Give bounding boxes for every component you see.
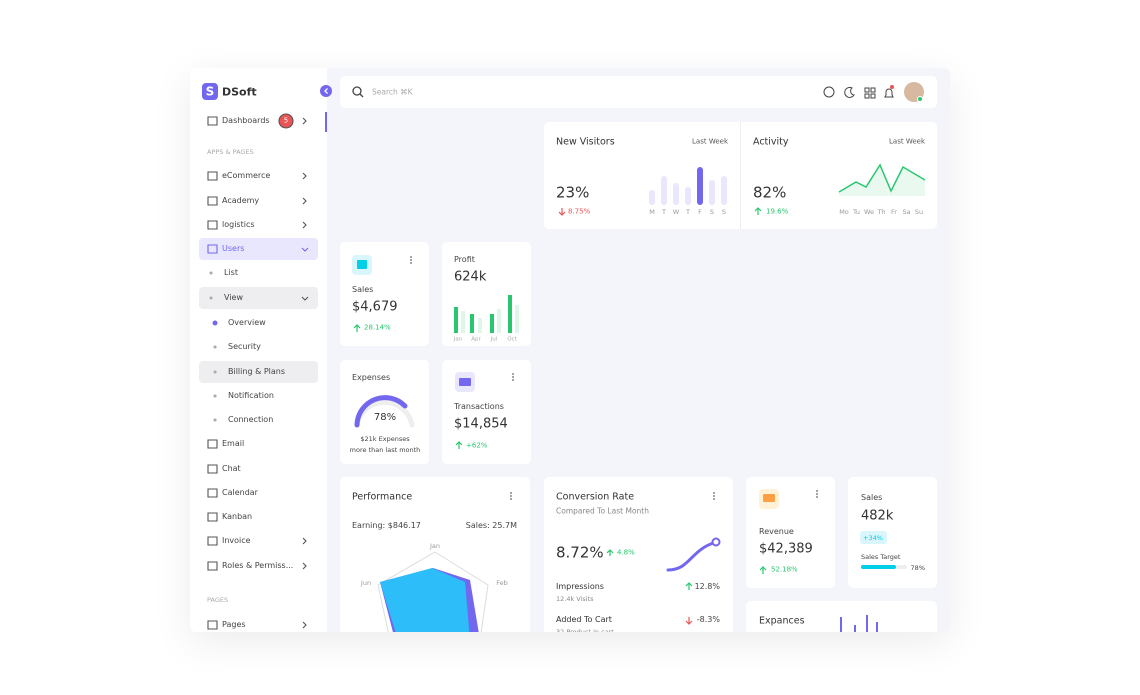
nav-item[interactable]: Kanban xyxy=(222,512,253,521)
label: 4.8% xyxy=(617,548,635,557)
nav-item[interactable]: List xyxy=(224,268,238,277)
nav-item[interactable]: Dashboards xyxy=(222,116,270,125)
label: -8.3% xyxy=(696,615,720,624)
decorations: S xyxy=(190,68,937,632)
nav-item[interactable]: Connection xyxy=(228,415,274,424)
svg-text:S: S xyxy=(206,85,215,99)
label: Impressions xyxy=(556,582,604,591)
label: W xyxy=(672,207,680,216)
label: M xyxy=(649,207,655,216)
app-window: S DSoft Dashboards 5 APPS & PAGES eCommerce A… xyxy=(190,68,950,632)
label: 78% xyxy=(373,412,397,423)
label: Sales xyxy=(352,285,374,294)
label: $42,389 xyxy=(759,541,813,557)
label: Jul xyxy=(490,336,498,343)
label: Transactions xyxy=(454,402,504,411)
label: 52.18% xyxy=(771,565,798,574)
label: Sa xyxy=(902,207,911,216)
label: more than last month xyxy=(349,445,421,454)
nav-item[interactable]: Chat xyxy=(222,464,241,473)
nav-item[interactable]: Overview xyxy=(228,318,266,327)
label: Oct xyxy=(507,336,517,343)
label: 78% xyxy=(910,563,925,572)
label: 19.6% xyxy=(766,207,789,216)
nav-item[interactable]: Calendar xyxy=(222,488,258,497)
label: Added To Cart xyxy=(556,615,612,624)
label: 12.4k Visits xyxy=(556,594,594,603)
label: Su xyxy=(914,207,924,216)
label: Last Week xyxy=(889,137,925,146)
nav-item[interactable]: logistics xyxy=(222,220,255,229)
nav-item[interactable]: View xyxy=(224,293,243,302)
label: Earning: $846.17 xyxy=(352,521,421,530)
search-input[interactable]: Search ⌘K xyxy=(372,87,413,97)
label: T xyxy=(686,207,690,216)
label: Sales Target xyxy=(861,552,901,561)
nav-item[interactable]: Billing & Plans xyxy=(228,367,286,376)
label: Jun xyxy=(360,578,372,587)
nav-item[interactable]: Security xyxy=(228,342,261,351)
label: +34% xyxy=(863,533,883,542)
label: Mo xyxy=(839,207,849,216)
label: Activity xyxy=(753,136,789,148)
nav-item[interactable]: Users xyxy=(222,244,245,253)
label: New Visitors xyxy=(556,136,615,148)
label: Revenue xyxy=(759,527,794,536)
brand: DSoft xyxy=(222,85,257,99)
label: Expances xyxy=(759,615,805,627)
label: +62% xyxy=(466,441,488,450)
nav-item[interactable]: Roles & Permiss... xyxy=(222,561,294,570)
label: Fr xyxy=(891,207,897,216)
label: 12.8% xyxy=(694,582,720,591)
label: 23% xyxy=(556,183,590,202)
label: 624k xyxy=(454,269,487,285)
label: 482k xyxy=(861,508,894,524)
nav-item[interactable]: Academy xyxy=(222,196,260,205)
label: Feb xyxy=(496,578,508,587)
label: Conversion Rate xyxy=(556,491,635,503)
label: 8.75% xyxy=(568,207,591,216)
label: S xyxy=(721,207,727,216)
label: Apr xyxy=(471,336,481,343)
nav-item[interactable]: Pages xyxy=(222,620,246,629)
label: 32 Product in cart xyxy=(556,627,614,632)
label: Expenses xyxy=(352,373,391,382)
label: 8.72% xyxy=(556,543,604,562)
label: $14,854 xyxy=(454,416,508,432)
label: Th xyxy=(877,207,886,216)
label: Tu xyxy=(852,207,861,216)
nav-item[interactable]: eCommerce xyxy=(222,171,271,180)
label: $4,679 xyxy=(352,299,398,315)
label: Sales xyxy=(861,493,883,502)
badge: 5 xyxy=(283,116,289,125)
label: Profit xyxy=(454,255,475,264)
label: Sales: 25.7M xyxy=(465,521,517,530)
label: F xyxy=(698,207,702,216)
label: 82% xyxy=(753,183,787,202)
label: Jan xyxy=(453,336,463,343)
label: Last Week xyxy=(692,137,728,146)
label: T xyxy=(662,207,666,216)
nav-item[interactable]: Email xyxy=(222,439,245,448)
label: 28.14% xyxy=(364,323,391,332)
label: Jan xyxy=(429,541,441,550)
label: $21k Expenses xyxy=(360,434,410,443)
label: S xyxy=(709,207,715,216)
label: We xyxy=(863,207,875,216)
label: Compared To Last Month xyxy=(556,506,649,516)
label: Performance xyxy=(352,491,413,503)
nav-item[interactable]: Notification xyxy=(228,391,274,400)
nav-section: APPS & PAGES xyxy=(207,147,254,156)
nav-item[interactable]: Invoice xyxy=(222,536,251,545)
nav-section: PAGES xyxy=(207,595,229,604)
